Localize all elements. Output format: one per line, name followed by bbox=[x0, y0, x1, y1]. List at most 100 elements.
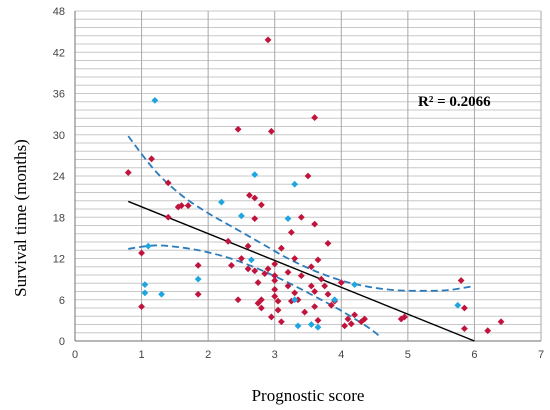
confidence-band bbox=[127, 135, 475, 339]
trendline-group bbox=[127, 200, 475, 342]
data-point bbox=[297, 272, 305, 280]
data-point bbox=[497, 318, 505, 326]
data-point bbox=[297, 213, 305, 221]
data-point bbox=[461, 325, 468, 333]
data-point bbox=[271, 292, 279, 300]
y-tick-label: 12 bbox=[53, 254, 65, 266]
data-point bbox=[284, 268, 292, 276]
data-point bbox=[454, 301, 462, 309]
data-point bbox=[238, 255, 245, 262]
data-point bbox=[344, 315, 352, 323]
data-point bbox=[357, 318, 365, 326]
data-point bbox=[304, 172, 312, 180]
data-point bbox=[341, 322, 349, 330]
data-point bbox=[271, 286, 279, 293]
data-point bbox=[484, 327, 492, 335]
data-point bbox=[321, 282, 329, 290]
data-point bbox=[246, 191, 253, 199]
data-point bbox=[361, 315, 368, 323]
y-tick-label: 18 bbox=[53, 212, 65, 224]
y-tick-label: 6 bbox=[59, 295, 65, 307]
data-point bbox=[194, 290, 202, 298]
data-point bbox=[138, 303, 145, 311]
data-point bbox=[314, 323, 322, 331]
data-point bbox=[401, 313, 408, 321]
data-point bbox=[267, 127, 275, 135]
data-point bbox=[151, 96, 159, 104]
data-point bbox=[301, 308, 309, 316]
data-point bbox=[234, 125, 242, 133]
data-point bbox=[264, 36, 272, 44]
data-point bbox=[258, 201, 265, 209]
y-tick-label: 42 bbox=[53, 47, 65, 59]
data-point bbox=[144, 242, 152, 250]
data-point bbox=[311, 114, 319, 121]
data-point bbox=[138, 249, 145, 257]
data-point bbox=[351, 281, 358, 289]
data-point bbox=[347, 320, 355, 328]
y-tick-label: 0 bbox=[59, 336, 65, 348]
x-tick-label: 3 bbox=[272, 349, 278, 361]
confidence-lower-curve bbox=[128, 244, 382, 339]
data-point bbox=[307, 321, 315, 328]
data-point bbox=[284, 215, 292, 223]
data-point bbox=[194, 261, 202, 269]
data-point bbox=[311, 288, 319, 295]
data-point bbox=[274, 306, 282, 314]
y-tick-label: 36 bbox=[53, 89, 65, 101]
data-point bbox=[284, 282, 292, 290]
data-point bbox=[311, 303, 319, 311]
data-point bbox=[307, 282, 315, 290]
x-tick-label: 6 bbox=[471, 349, 477, 361]
data-point bbox=[264, 265, 272, 273]
data-point bbox=[244, 265, 252, 273]
x-tick-label: 1 bbox=[139, 349, 145, 361]
x-tick-label: 5 bbox=[405, 349, 411, 361]
data-point bbox=[324, 239, 332, 247]
y-tick-label: 48 bbox=[53, 6, 65, 18]
data-point bbox=[271, 260, 279, 268]
data-point bbox=[351, 311, 358, 319]
data-point bbox=[184, 202, 192, 209]
data-point bbox=[291, 255, 299, 262]
data-point bbox=[224, 237, 232, 245]
axes bbox=[74, 11, 541, 342]
data-point bbox=[124, 169, 132, 176]
x-tick-label: 7 bbox=[538, 349, 544, 361]
data-point bbox=[251, 215, 259, 223]
data-point bbox=[254, 279, 262, 286]
data-point bbox=[317, 275, 325, 283]
data-point bbox=[291, 296, 299, 304]
data-point bbox=[331, 296, 339, 304]
data-point bbox=[457, 277, 465, 284]
data-point bbox=[248, 256, 255, 264]
data-point bbox=[337, 279, 345, 286]
data-point bbox=[294, 322, 302, 330]
data-point bbox=[267, 313, 275, 321]
r-squared-annotation: R² = 0.2066 bbox=[418, 94, 491, 110]
data-point bbox=[164, 179, 172, 187]
data-point bbox=[277, 244, 285, 252]
x-axis-title: Prognostic score bbox=[252, 386, 365, 405]
confidence-upper-curve bbox=[127, 135, 475, 292]
data-point bbox=[461, 304, 468, 312]
trendline bbox=[127, 200, 475, 342]
data-point bbox=[277, 318, 285, 326]
gridlines bbox=[74, 10, 542, 342]
y-tick-label: 24 bbox=[53, 171, 65, 183]
data-points bbox=[124, 36, 505, 335]
data-point bbox=[307, 263, 315, 271]
data-point bbox=[314, 256, 322, 264]
data-point bbox=[228, 261, 235, 269]
data-point bbox=[291, 180, 299, 188]
data-point bbox=[178, 202, 185, 209]
data-point bbox=[234, 296, 242, 304]
data-point bbox=[251, 194, 259, 202]
data-point bbox=[261, 270, 269, 278]
x-tick-label: 0 bbox=[72, 349, 78, 361]
y-tick-label: 30 bbox=[53, 130, 65, 142]
data-point bbox=[324, 290, 332, 298]
data-point bbox=[311, 220, 319, 228]
